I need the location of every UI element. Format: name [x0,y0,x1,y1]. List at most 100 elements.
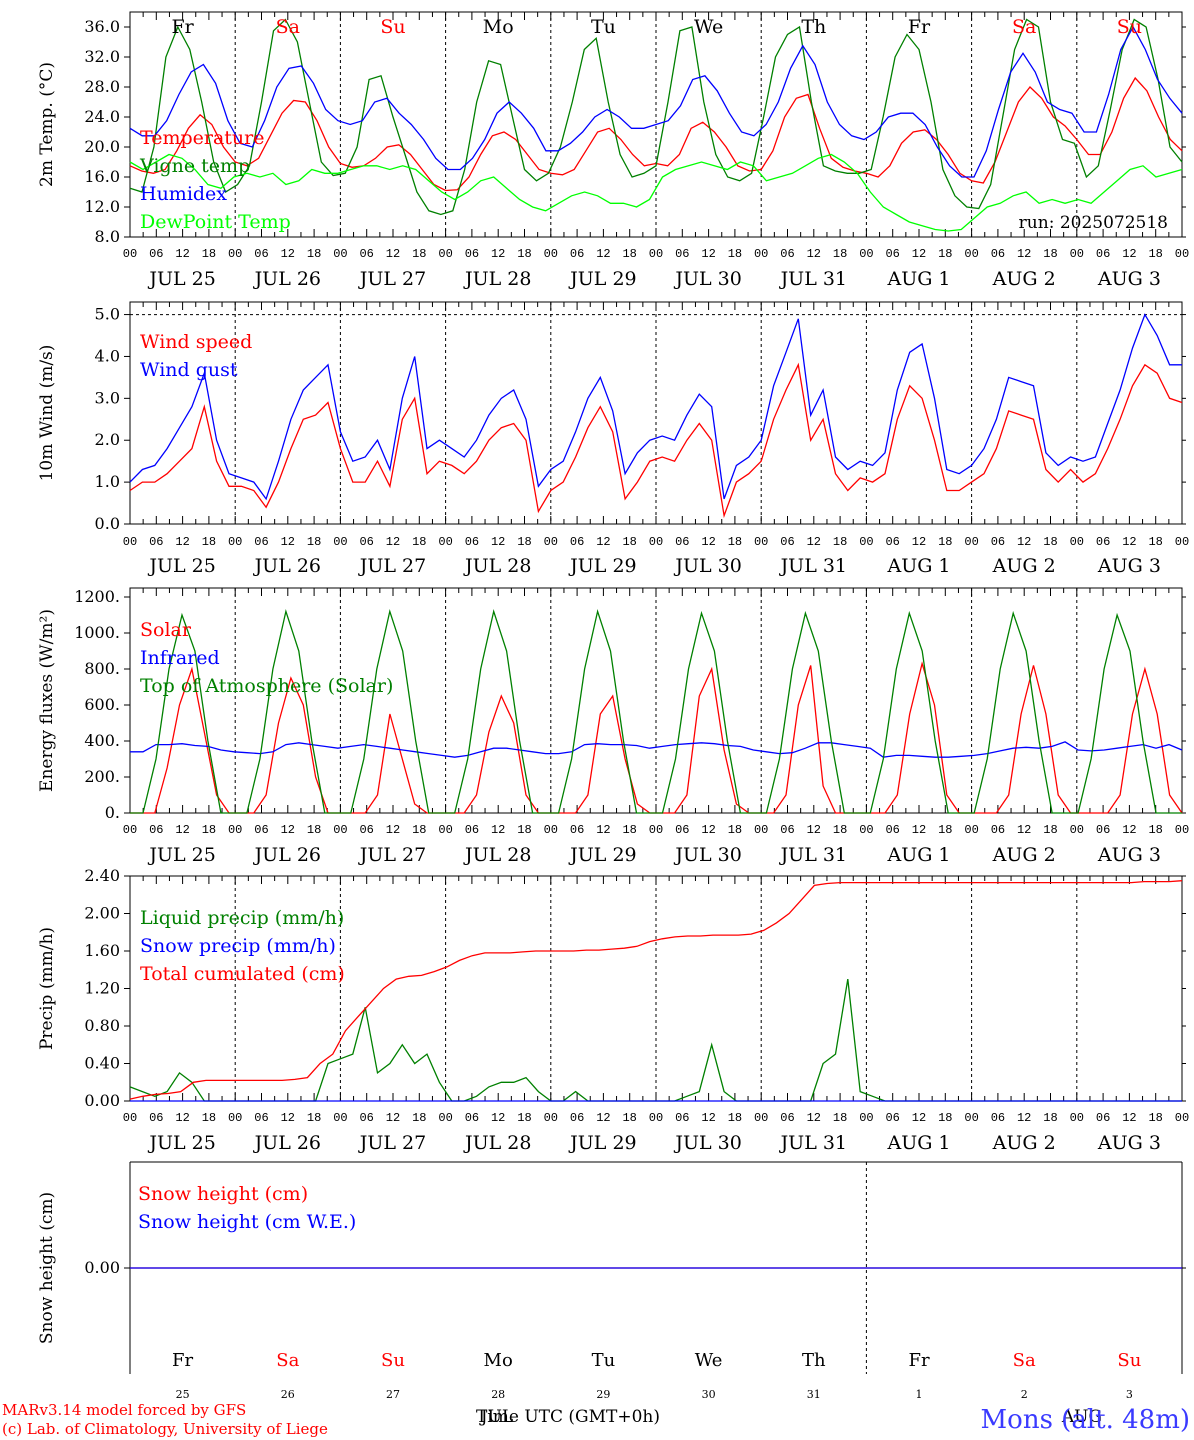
weekday-label: We [695,1350,723,1371]
hour-tick-label: 00 [333,1111,347,1125]
hour-tick-label: 18 [517,1111,531,1125]
weekday-label: Su [380,16,405,38]
hour-tick-label: 06 [675,823,689,837]
hour-tick-label: 00 [859,1111,873,1125]
weekday-label: Th [801,16,826,38]
bottom-day-number: 27 [386,1388,400,1401]
day-label: JUL 27 [358,268,426,290]
series-line [129,313,1182,501]
y-tick-label: 4.0 [95,346,120,365]
hour-tick-label: 18 [622,535,636,549]
hour-tick-label: 12 [386,823,400,837]
y-tick-label: 0.0 [95,514,120,533]
hour-tick-label: 06 [1096,823,1110,837]
hour-tick-label: 18 [1043,247,1057,261]
hour-tick-label: 12 [701,1111,715,1125]
hour-tick-label: 06 [149,823,163,837]
day-label: AUG 3 [1097,555,1161,577]
weekday-label: Su [1117,16,1142,38]
weekday-label: Tu [591,16,616,38]
legend-label: DewPoint Temp [140,211,291,233]
day-label: AUG 1 [886,268,950,290]
y-tick-label: 36.0 [84,17,120,36]
day-label: JUL 28 [463,1132,531,1154]
hour-tick-label: 00 [1175,247,1189,261]
hour-tick-label: 00 [964,1111,978,1125]
hour-tick-label: 06 [675,535,689,549]
hour-tick-label: 18 [833,823,847,837]
hour-tick-label: 18 [1043,535,1057,549]
legend-label: Infrared [140,647,220,669]
hour-tick-label: 00 [333,247,347,261]
weekday-label: Fr [908,1350,929,1371]
hour-tick-label: 18 [622,247,636,261]
bottom-day-number: 26 [281,1388,295,1401]
hour-tick-label: 00 [964,535,978,549]
hour-tick-label: 00 [1070,247,1084,261]
hour-tick-label: 06 [570,247,584,261]
day-label: JUL 29 [568,844,636,866]
hour-tick-label: 18 [938,823,952,837]
hour-tick-label: 18 [307,823,321,837]
hour-tick-label: 12 [912,247,926,261]
weekday-label: Sa [1012,16,1036,38]
series-line [129,153,1183,232]
legend-label: Humidex [140,183,227,205]
hour-tick-label: 18 [412,823,426,837]
day-label: JUL 30 [673,555,741,577]
day-label: JUL 27 [358,555,426,577]
hour-tick-label: 18 [202,1111,216,1125]
hour-tick-label: 00 [333,823,347,837]
hour-tick-label: 18 [1148,535,1162,549]
hour-tick-label: 06 [254,535,268,549]
hour-tick-label: 18 [517,535,531,549]
legend-label: Snow height (cm) [138,1183,308,1205]
hour-tick-label: 00 [1070,823,1084,837]
bottom-month-label: JUL [479,1407,513,1427]
weekday-label: Sa [1013,1350,1036,1371]
y-tick-label: 400. [84,731,120,750]
legend-label: Wind speed [140,331,252,353]
hour-tick-label: 00 [754,247,768,261]
day-label: JUL 31 [779,1132,847,1154]
hour-tick-label: 00 [544,247,558,261]
hour-tick-label: 06 [1096,247,1110,261]
hour-tick-label: 18 [307,247,321,261]
y-tick-label: 800. [84,659,120,678]
hour-tick-label: 12 [175,247,189,261]
hour-tick-label: 06 [780,1111,794,1125]
hour-tick-label: 00 [1070,1111,1084,1125]
bottom-day-number: 3 [1126,1388,1133,1401]
hour-tick-label: 12 [491,247,505,261]
hour-tick-label: 18 [622,1111,636,1125]
day-label: JUL 25 [147,555,215,577]
hour-tick-label: 00 [649,535,663,549]
weekday-label: Tu [592,1350,616,1371]
hour-tick-label: 06 [780,247,794,261]
hour-tick-label: 00 [1175,823,1189,837]
hour-tick-label: 12 [1017,535,1031,549]
day-label: JUL 31 [779,844,847,866]
day-label: AUG 2 [992,555,1056,577]
hour-tick-label: 12 [1122,535,1136,549]
hour-tick-label: 06 [675,247,689,261]
hour-tick-label: 00 [544,823,558,837]
hour-tick-label: 12 [596,1111,610,1125]
hour-tick-label: 06 [465,1111,479,1125]
run-label: run: 2025072518 [1019,213,1168,233]
hour-tick-label: 12 [175,535,189,549]
weekday-label: Sa [276,1350,299,1371]
hour-tick-label: 00 [649,247,663,261]
day-label: JUL 25 [147,1132,215,1154]
hour-tick-label: 12 [701,535,715,549]
hour-tick-label: 12 [807,535,821,549]
y-tick-label: 1.60 [84,941,120,960]
series-line [130,608,1182,814]
hour-tick-label: 12 [1017,823,1031,837]
day-label: JUL 26 [253,555,321,577]
hour-tick-label: 06 [359,823,373,837]
y-tick-label: 1.20 [84,979,120,998]
y-tick-label: 2.00 [84,904,120,923]
hour-tick-label: 12 [386,247,400,261]
hour-tick-label: 00 [649,823,663,837]
